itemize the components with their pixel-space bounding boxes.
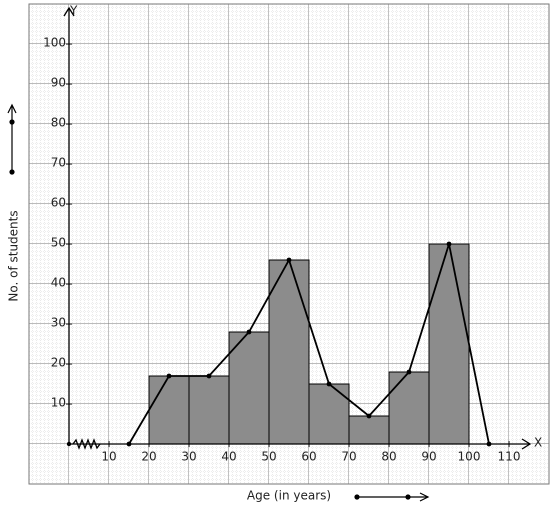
y-axis-title: No. of students (7, 210, 21, 301)
x-tick-label: 100 (458, 450, 481, 464)
y-tick-label: 10 (51, 396, 66, 410)
bar (228, 331, 270, 445)
y-tick-label: 40 (51, 276, 66, 290)
bar (308, 383, 350, 445)
frequency-polygon (128, 243, 490, 445)
axes (63, 6, 532, 450)
polygon-point (286, 257, 292, 263)
y-tick-label: 60 (51, 196, 66, 210)
x-tick-label: 40 (221, 450, 236, 464)
x-tick-label: 30 (181, 450, 196, 464)
polygon-point (446, 241, 452, 247)
bar (188, 375, 230, 445)
x-tick-label: 70 (341, 450, 356, 464)
y-tick-label: 80 (51, 116, 66, 130)
polygon-point (166, 373, 172, 379)
decor-arrows (7, 103, 430, 502)
x-tick-label: 50 (261, 450, 276, 464)
bar (148, 375, 190, 445)
x-axis-title: Age (in years) (247, 489, 331, 503)
x-tick-label: 60 (301, 450, 316, 464)
bar (348, 415, 390, 445)
y-tick-label: 20 (51, 356, 66, 370)
polygon-point (206, 373, 212, 379)
polygon-point (366, 413, 372, 419)
plot-area (126, 241, 492, 447)
x-tick-label: 20 (141, 450, 156, 464)
x-tick-label: 10 (101, 450, 116, 464)
x-axis-name: X (534, 436, 542, 450)
polygon-point (326, 381, 332, 387)
bar (388, 371, 430, 445)
y-axis-name: Y (69, 4, 78, 18)
y-tick-label: 90 (51, 76, 66, 90)
polygon-point (246, 329, 252, 335)
y-tick-label: 50 (51, 236, 66, 250)
bar (268, 259, 310, 445)
y-tick-label: 30 (51, 316, 66, 330)
y-tick-label: 70 (51, 156, 66, 170)
y-tick-label: 100 (43, 36, 66, 50)
x-tick-label: 80 (381, 450, 396, 464)
x-tick-label: 90 (421, 450, 436, 464)
x-tick-label: 110 (498, 450, 521, 464)
bar (428, 243, 470, 445)
polygon-point (406, 369, 412, 375)
